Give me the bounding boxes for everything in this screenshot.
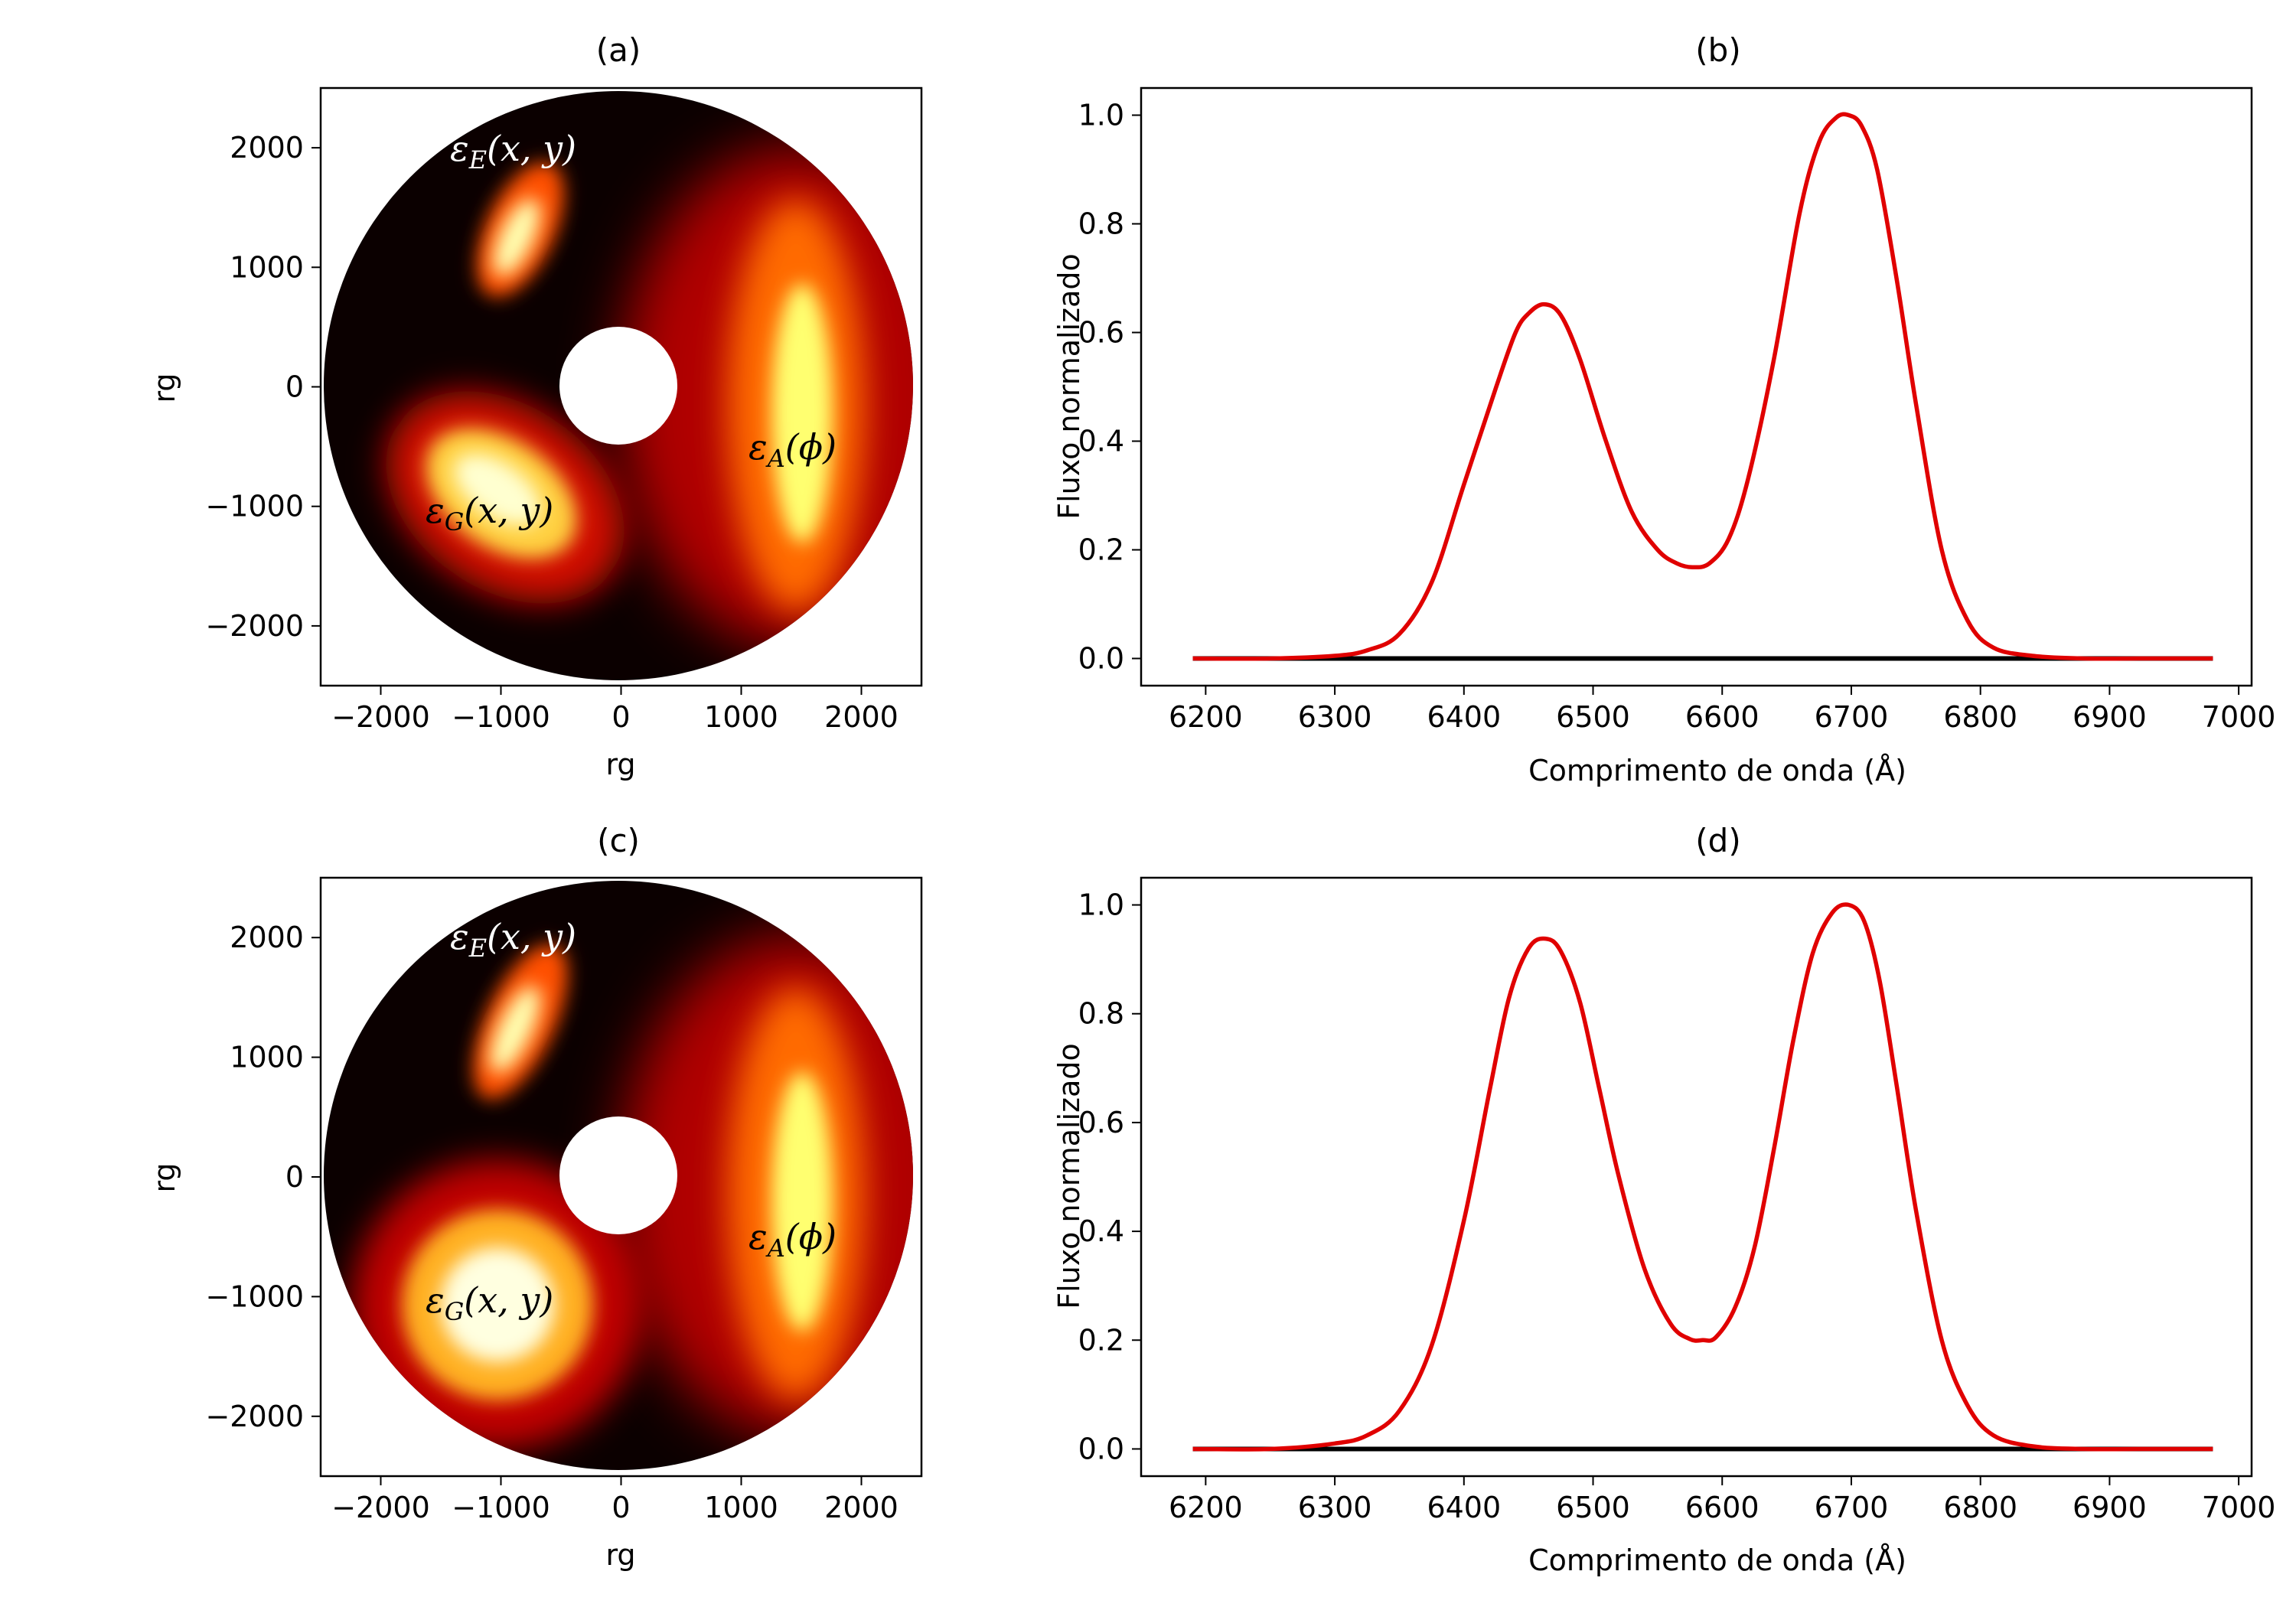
disk-image	[324, 91, 913, 680]
chart-title: (d)	[1695, 822, 1740, 859]
x-axis-label: rg	[605, 748, 635, 781]
x-tick-label: 6700	[1815, 700, 1889, 734]
y-tick-label: 0.2	[1078, 1323, 1124, 1357]
y-tick-label: 0.6	[1078, 1106, 1124, 1139]
x-tick-label: 0	[612, 700, 630, 734]
chart-panel-d: (d) 6200 6300 6400 6500 6600 6700 6800 6900 7000…	[1052, 822, 2275, 1577]
region-label-g: εG(x, y)	[426, 1279, 553, 1326]
region-label-g: εG(x, y)	[426, 490, 553, 536]
y-axis-label: Fluxo normalizado	[1052, 253, 1086, 519]
x-tick-label: −2000	[331, 1491, 430, 1524]
y-axis: 0.0 0.2 0.4 0.6 0.8 1.0	[1078, 888, 1141, 1465]
x-tick-label: 6300	[1298, 700, 1372, 734]
disk-image	[324, 881, 913, 1470]
x-tick-label: 6400	[1427, 700, 1501, 734]
x-tick-label: 6600	[1685, 700, 1760, 734]
y-tick-label: 0.8	[1078, 207, 1124, 241]
y-axis-label: rg	[148, 373, 181, 403]
x-axis: 6200 6300 6400 6500 6600 6700 6800 6900 7000	[1169, 686, 2275, 734]
y-tick-label: 0.4	[1078, 425, 1124, 458]
chart-panel-b: (b) 6200 6300 6400 6500 6600 6700 6800 6900 7000…	[1052, 31, 2275, 787]
chart-title: (b)	[1695, 31, 1740, 69]
y-axis-label: Fluxo normalizado	[1052, 1043, 1086, 1309]
region-label-e: εE(x, y)	[450, 916, 576, 963]
y-tick-label: −1000	[205, 490, 304, 523]
y-tick-label: 0.8	[1078, 997, 1124, 1031]
disk-panel-a: (a) −2000 −1000 0 1000 2000 −2000 −1000 0 1000 2…	[148, 31, 923, 781]
plot-lines	[1192, 902, 2213, 1452]
y-tick-label: 2000	[230, 921, 304, 954]
y-tick-label: 0.2	[1078, 533, 1124, 567]
region-labels: εE(x, y) εG(x, y) εA(ϕ)	[426, 916, 837, 1326]
series-line	[1192, 112, 2213, 661]
region-label-e: εE(x, y)	[450, 128, 576, 174]
x-tick-label: 7000	[2202, 1491, 2276, 1524]
y-tick-label: 0.0	[1078, 642, 1124, 676]
x-tick-label: −1000	[452, 700, 550, 734]
x-tick-label: 6900	[2073, 1491, 2147, 1524]
x-tick-label: 0	[612, 1491, 630, 1524]
plot-frame	[1140, 86, 2253, 687]
x-axis-label: Comprimento de onda (Å)	[1528, 1543, 1906, 1577]
y-tick-label: 1000	[230, 1041, 304, 1074]
y-tick-label: 0	[285, 1160, 304, 1194]
y-axis: 0.0 0.2 0.4 0.6 0.8 1.0	[1078, 99, 1141, 676]
region-label-a: εA(ϕ)	[748, 1216, 837, 1263]
x-tick-label: 6200	[1169, 1491, 1243, 1524]
x-axis-label: Comprimento de onda (Å)	[1528, 754, 1906, 787]
x-tick-label: 6800	[1943, 700, 2017, 734]
y-axis: −2000 −1000 0 1000 2000	[205, 921, 321, 1433]
x-tick-label: 7000	[2202, 700, 2276, 734]
x-tick-label: 6500	[1556, 1491, 1630, 1524]
x-tick-label: −2000	[331, 700, 430, 734]
x-tick-label: 6700	[1815, 1491, 1889, 1524]
x-axis: 6200 6300 6400 6500 6600 6700 6800 6900 7000	[1169, 1476, 2275, 1524]
region-labels: εE(x, y) εG(x, y) εA(ϕ)	[426, 128, 837, 536]
x-tick-label: 6800	[1943, 1491, 2017, 1524]
x-axis: −2000 −1000 0 1000 2000	[331, 686, 899, 734]
panel-title: (a)	[596, 31, 641, 69]
y-tick-label: 0	[285, 370, 304, 404]
x-tick-label: 6500	[1556, 700, 1630, 734]
y-tick-label: 1000	[230, 250, 304, 284]
x-tick-label: 2000	[824, 1491, 899, 1524]
x-tick-label: 6400	[1427, 1491, 1501, 1524]
plot-frame	[1140, 876, 2253, 1478]
x-tick-label: 1000	[704, 700, 778, 734]
x-tick-label: 2000	[824, 700, 899, 734]
x-axis: −2000 −1000 0 1000 2000	[331, 1476, 899, 1524]
y-tick-label: −1000	[205, 1279, 304, 1313]
y-axis: −2000 −1000 0 1000 2000	[205, 131, 321, 643]
x-tick-label: −1000	[452, 1491, 550, 1524]
region-label-a: εA(ϕ)	[748, 426, 837, 473]
x-tick-label: 6200	[1169, 700, 1243, 734]
x-tick-label: 6900	[2073, 700, 2147, 734]
x-axis-label: rg	[605, 1538, 635, 1572]
y-tick-label: 2000	[230, 131, 304, 165]
x-tick-label: 6300	[1298, 1491, 1372, 1524]
y-tick-label: 0.4	[1078, 1214, 1124, 1248]
y-tick-label: 0.6	[1078, 316, 1124, 350]
series-line	[1192, 902, 2213, 1452]
y-axis-label: rg	[148, 1162, 181, 1192]
plot-lines	[1192, 112, 2213, 661]
y-tick-label: 1.0	[1078, 888, 1124, 922]
y-tick-label: −2000	[205, 1400, 304, 1433]
x-tick-label: 6600	[1685, 1491, 1760, 1524]
x-tick-label: 1000	[704, 1491, 778, 1524]
disk-panel-c: (c) −2000 −1000 0 1000 2000 −2000 −1000 0 1000 2…	[148, 822, 923, 1572]
panel-title: (c)	[597, 822, 640, 859]
y-tick-label: 1.0	[1078, 99, 1124, 132]
y-tick-label: 0.0	[1078, 1432, 1124, 1465]
y-tick-label: −2000	[205, 609, 304, 643]
